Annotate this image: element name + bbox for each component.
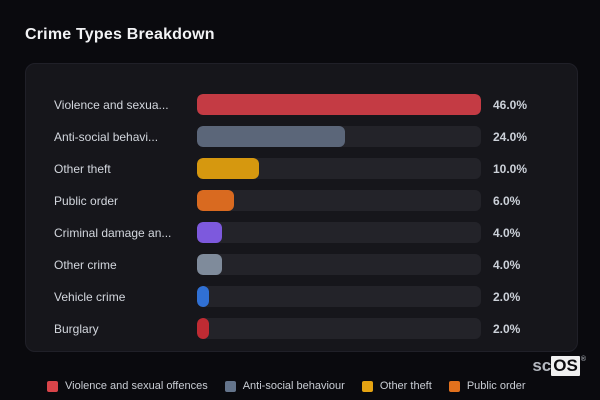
bar[interactable] bbox=[197, 286, 210, 307]
category-label: Criminal damage an... bbox=[54, 225, 172, 240]
category-label: Violence and sexua... bbox=[54, 97, 169, 112]
legend-swatch bbox=[448, 380, 460, 392]
scos-logo-prefix: sc bbox=[532, 356, 552, 375]
bar[interactable] bbox=[197, 158, 259, 179]
legend-item[interactable]: Violence and sexual offences bbox=[47, 380, 208, 392]
category-label: Vehicle crime bbox=[54, 289, 126, 304]
bar[interactable] bbox=[197, 126, 346, 147]
chart-row: Other crime 4.0% bbox=[54, 254, 549, 275]
bar[interactable] bbox=[197, 94, 481, 115]
crime-types-chart: Violence and sexua... 46.0% Anti-social … bbox=[25, 63, 578, 352]
chart-row: Anti-social behavi... 24.0% bbox=[54, 126, 549, 147]
value-label: 6.0% bbox=[493, 193, 521, 208]
legend-label: Public order bbox=[466, 380, 526, 392]
value-label: 46.0% bbox=[493, 97, 528, 112]
bar-track bbox=[197, 254, 481, 275]
category-label: Other theft bbox=[54, 161, 111, 176]
value-label: 4.0% bbox=[493, 257, 521, 272]
bar-track bbox=[197, 94, 481, 115]
legend-item[interactable]: Public order bbox=[448, 380, 526, 392]
category-label: Other crime bbox=[54, 257, 117, 272]
category-label: Burglary bbox=[54, 321, 99, 336]
registered-trademark-icon: ® bbox=[580, 356, 586, 363]
legend-swatch bbox=[361, 380, 373, 392]
value-label: 24.0% bbox=[493, 129, 528, 144]
value-label: 10.0% bbox=[493, 161, 528, 176]
value-label: 2.0% bbox=[493, 321, 521, 336]
chart-row: Burglary 2.0% bbox=[54, 318, 549, 339]
legend-swatch bbox=[224, 380, 236, 392]
chart-row: Vehicle crime 2.0% bbox=[54, 286, 549, 307]
bar[interactable] bbox=[197, 254, 222, 275]
chart-row: Other theft 10.0% bbox=[54, 158, 549, 179]
category-label: Public order bbox=[54, 193, 119, 208]
chart-row: Public order 6.0% bbox=[54, 190, 549, 211]
legend-label: Other theft bbox=[379, 380, 432, 392]
value-label: 2.0% bbox=[493, 289, 521, 304]
chart-row: Criminal damage an... 4.0% bbox=[54, 222, 549, 243]
legend-label: Violence and sexual offences bbox=[65, 380, 208, 392]
legend-item[interactable]: Anti-social behaviour bbox=[224, 380, 345, 392]
value-label: 4.0% bbox=[493, 225, 521, 240]
bar-track bbox=[197, 126, 481, 147]
legend-swatch bbox=[47, 380, 58, 392]
chart-rows-container: Violence and sexua... 46.0% Anti-social … bbox=[54, 94, 549, 339]
bar-track bbox=[197, 222, 481, 243]
bar[interactable] bbox=[197, 318, 210, 339]
scos-logo-suffix: OS bbox=[551, 356, 580, 376]
bar-track bbox=[197, 286, 481, 307]
chart-row: Violence and sexua... 46.0% bbox=[54, 94, 549, 115]
category-label: Anti-social behavi... bbox=[54, 129, 159, 144]
scos-logo: sc OS ® bbox=[532, 356, 586, 376]
bar-track bbox=[197, 190, 481, 211]
legend-item[interactable]: Other theft bbox=[361, 380, 432, 392]
legend-label: Anti-social behaviour bbox=[242, 380, 345, 392]
bar-track bbox=[197, 318, 481, 339]
page-title: Crime Types Breakdown bbox=[25, 26, 215, 43]
bar-track bbox=[197, 158, 481, 179]
chart-legend: Violence and sexual offences Anti-social… bbox=[47, 380, 526, 392]
bar[interactable] bbox=[197, 190, 235, 211]
bar[interactable] bbox=[197, 222, 222, 243]
